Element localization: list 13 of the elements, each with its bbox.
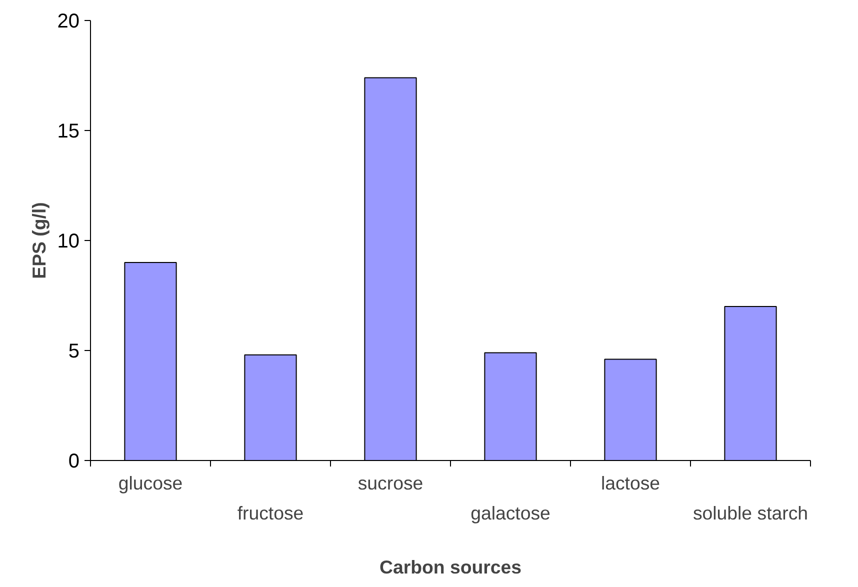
y-axis-title: EPS (g/l) — [28, 202, 50, 279]
x-tick-label: sucrose — [358, 472, 424, 494]
y-tick-label: 5 — [68, 340, 80, 362]
x-tick-label: fructose — [237, 502, 304, 524]
x-tick-label: galactose — [470, 502, 550, 524]
y-tick-label: 20 — [57, 10, 80, 32]
x-tick-label: soluble starch — [692, 502, 808, 524]
y-tick-label: 0 — [68, 450, 80, 472]
x-axis-title: Carbon sources — [379, 556, 522, 578]
x-tick-label: glucose — [118, 472, 183, 494]
y-tick-label: 10 — [57, 230, 80, 252]
y-tick-label: 15 — [57, 120, 80, 142]
x-tick-label: lactose — [600, 472, 660, 494]
